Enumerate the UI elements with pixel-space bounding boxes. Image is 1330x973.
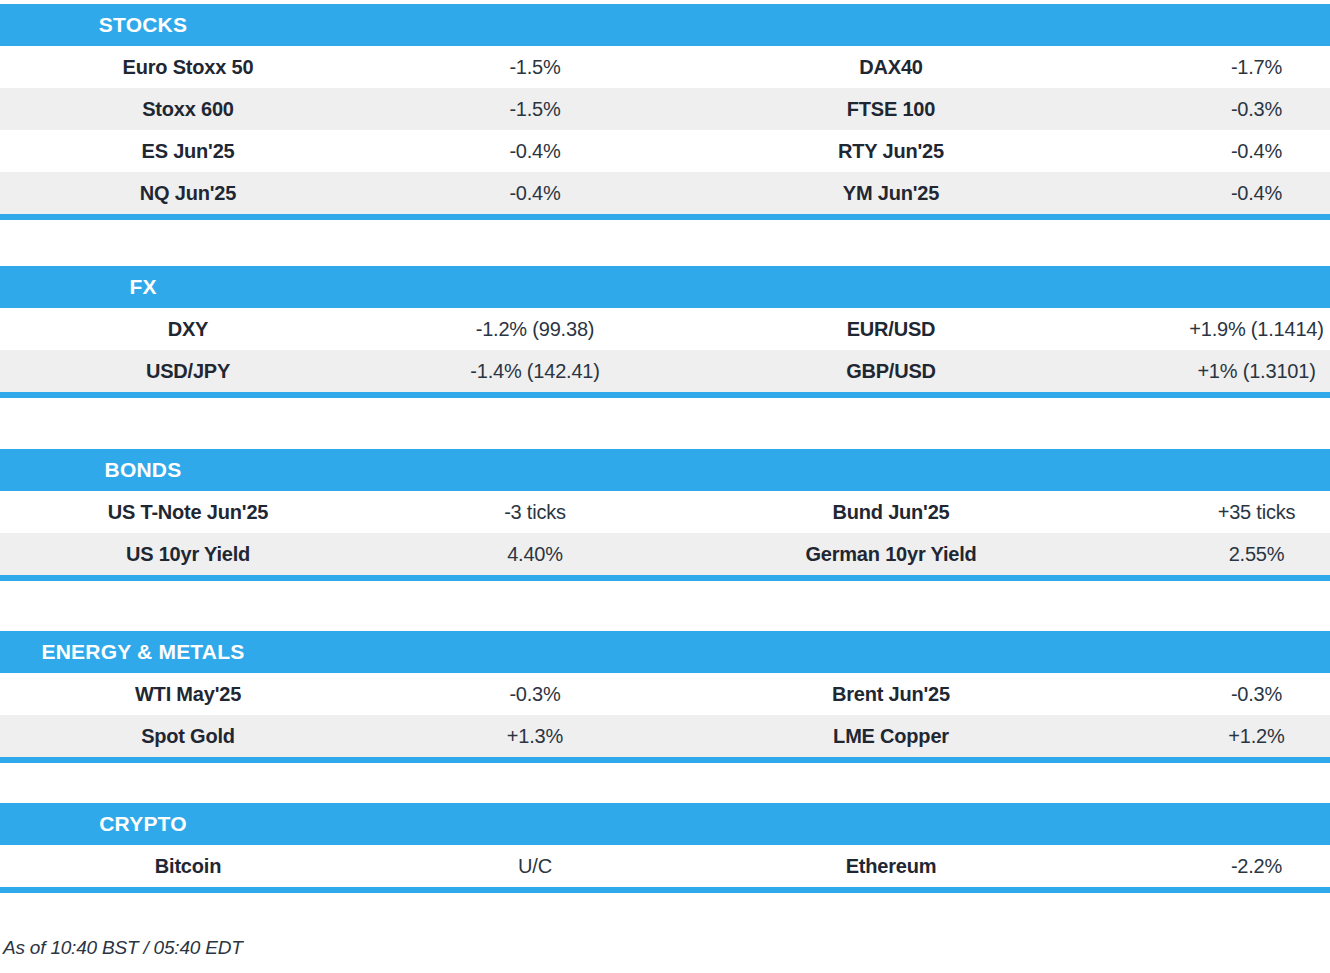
instrument-name: GBP/USD (694, 360, 1088, 383)
table-row: Euro Stoxx 50 -1.5% DAX40 -1.7% (0, 46, 1330, 88)
table-row: US T-Note Jun'25 -3 ticks Bund Jun'25 +3… (0, 491, 1330, 533)
instrument-value: -0.3% (1088, 98, 1330, 121)
section-stocks: STOCKS Euro Stoxx 50 -1.5% DAX40 -1.7% S… (0, 4, 1330, 220)
instrument-name: US T-Note Jun'25 (0, 501, 376, 524)
instrument-value: U/C (376, 855, 694, 878)
instrument-name: DAX40 (694, 56, 1088, 79)
instrument-name: LME Copper (694, 725, 1088, 748)
instrument-value: +35 ticks (1088, 501, 1330, 524)
section-title: ENERGY & METALS (0, 640, 286, 664)
instrument-name: Bund Jun'25 (694, 501, 1088, 524)
section-bonds-header: BONDS (0, 449, 1330, 491)
instrument-name: German 10yr Yield (694, 543, 1088, 566)
instrument-name: WTI May'25 (0, 683, 376, 706)
section-fx: FX DXY -1.2% (99.38) EUR/USD +1.9% (1.14… (0, 266, 1330, 398)
table-row: US 10yr Yield 4.40% German 10yr Yield 2.… (0, 533, 1330, 575)
instrument-value: -3 ticks (376, 501, 694, 524)
instrument-name: ES Jun'25 (0, 140, 376, 163)
instrument-value: 2.55% (1088, 543, 1330, 566)
instrument-value: +1.9% (1.1414) (1088, 318, 1330, 341)
table-row: NQ Jun'25 -0.4% YM Jun'25 -0.4% (0, 172, 1330, 214)
instrument-value: -1.4% (142.41) (376, 360, 694, 383)
instrument-value: -1.5% (376, 98, 694, 121)
table-row: DXY -1.2% (99.38) EUR/USD +1.9% (1.1414) (0, 308, 1330, 350)
section-title: BONDS (0, 458, 286, 482)
section-stocks-header: STOCKS (0, 4, 1330, 46)
instrument-name: EUR/USD (694, 318, 1088, 341)
instrument-value: -0.4% (1088, 182, 1330, 205)
section-fx-header: FX (0, 266, 1330, 308)
instrument-name: US 10yr Yield (0, 543, 376, 566)
instrument-name: Brent Jun'25 (694, 683, 1088, 706)
table-row: ES Jun'25 -0.4% RTY Jun'25 -0.4% (0, 130, 1330, 172)
instrument-name: YM Jun'25 (694, 182, 1088, 205)
section-energy-metals: ENERGY & METALS WTI May'25 -0.3% Brent J… (0, 631, 1330, 763)
instrument-value: +1.2% (1088, 725, 1330, 748)
instrument-value: -0.3% (1088, 683, 1330, 706)
as-of-timestamp: As of 10:40 BST / 05:40 EDT (0, 937, 1330, 959)
table-row: Spot Gold +1.3% LME Copper +1.2% (0, 715, 1330, 757)
table-row: Stoxx 600 -1.5% FTSE 100 -0.3% (0, 88, 1330, 130)
instrument-name: USD/JPY (0, 360, 376, 383)
instrument-name: Bitcoin (0, 855, 376, 878)
section-title: CRYPTO (0, 812, 286, 836)
market-wrap-page: STOCKS Euro Stoxx 50 -1.5% DAX40 -1.7% S… (0, 0, 1330, 959)
instrument-value: -0.4% (376, 182, 694, 205)
instrument-value: -0.4% (1088, 140, 1330, 163)
instrument-name: Euro Stoxx 50 (0, 56, 376, 79)
instrument-name: Ethereum (694, 855, 1088, 878)
instrument-value: +1% (1.3101) (1088, 360, 1330, 383)
table-row: Bitcoin U/C Ethereum -2.2% (0, 845, 1330, 887)
instrument-value: +1.3% (376, 725, 694, 748)
instrument-name: Stoxx 600 (0, 98, 376, 121)
instrument-name: FTSE 100 (694, 98, 1088, 121)
instrument-name: RTY Jun'25 (694, 140, 1088, 163)
table-row: WTI May'25 -0.3% Brent Jun'25 -0.3% (0, 673, 1330, 715)
instrument-value: -1.2% (99.38) (376, 318, 694, 341)
section-bonds: BONDS US T-Note Jun'25 -3 ticks Bund Jun… (0, 449, 1330, 581)
section-title: STOCKS (0, 13, 286, 37)
instrument-value: -1.5% (376, 56, 694, 79)
instrument-name: NQ Jun'25 (0, 182, 376, 205)
instrument-value: -0.3% (376, 683, 694, 706)
instrument-value: 4.40% (376, 543, 694, 566)
table-row: USD/JPY -1.4% (142.41) GBP/USD +1% (1.31… (0, 350, 1330, 392)
section-crypto: CRYPTO Bitcoin U/C Ethereum -2.2% (0, 803, 1330, 893)
section-title: FX (0, 275, 286, 299)
instrument-name: DXY (0, 318, 376, 341)
instrument-value: -1.7% (1088, 56, 1330, 79)
section-energy-metals-header: ENERGY & METALS (0, 631, 1330, 673)
instrument-value: -0.4% (376, 140, 694, 163)
section-crypto-header: CRYPTO (0, 803, 1330, 845)
instrument-value: -2.2% (1088, 855, 1330, 878)
instrument-name: Spot Gold (0, 725, 376, 748)
